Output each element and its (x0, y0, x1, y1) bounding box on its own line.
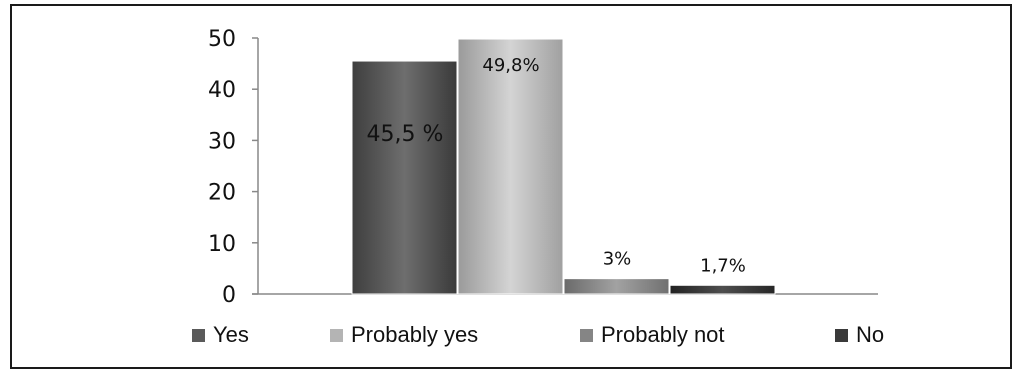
legend-label: Probably not (601, 322, 725, 347)
y-tick-label: 40 (208, 78, 236, 103)
data-label: 1,7% (700, 255, 746, 276)
y-axis-ticks: 0 10 20 30 40 50 (208, 27, 258, 308)
legend-label: No (856, 322, 884, 347)
legend-swatch (835, 329, 848, 342)
legend-swatch (192, 329, 205, 342)
y-tick-label: 10 (208, 232, 236, 257)
data-labels-group: 45,5 % 49,8% 3% 1,7% (367, 55, 746, 276)
legend-swatch (580, 329, 593, 342)
y-tick-label: 50 (208, 27, 236, 52)
legend-swatch (330, 329, 343, 342)
bars-group (351, 38, 776, 295)
data-label: 3% (603, 249, 632, 270)
data-label: 45,5 % (367, 122, 444, 147)
bar-probably-not (563, 278, 670, 295)
legend-label: Yes (213, 322, 249, 347)
legend-label: Probably yes (351, 322, 478, 347)
y-tick-label: 30 (208, 129, 236, 154)
y-tick-label: 20 (208, 181, 236, 206)
bar-yes (351, 60, 458, 295)
bar-no (669, 284, 776, 295)
y-tick-label: 0 (222, 283, 236, 308)
bar-probably-yes (457, 38, 564, 295)
data-label: 49,8% (482, 55, 539, 76)
legend: Yes Probably yes Probably not No (192, 322, 884, 347)
